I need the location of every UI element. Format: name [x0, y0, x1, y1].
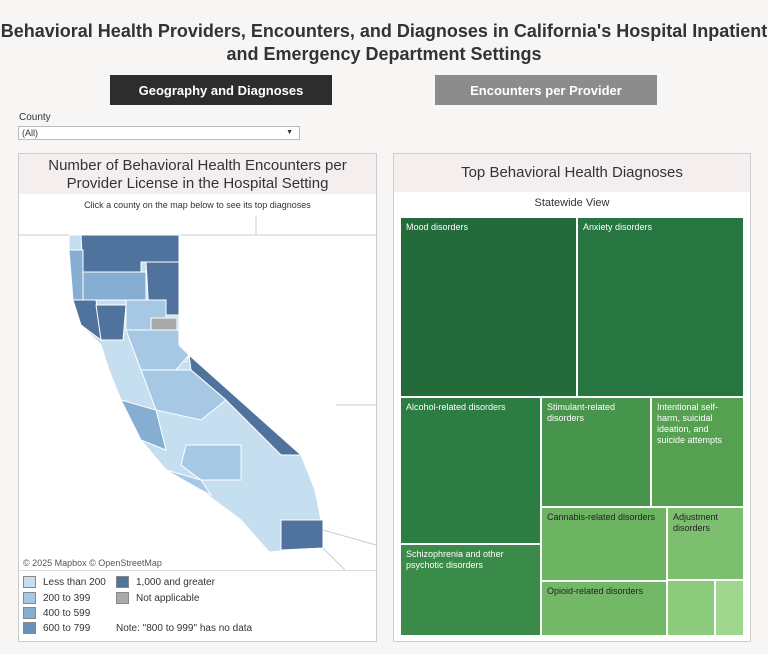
county-monterey[interactable] — [120, 399, 167, 451]
county-mono-inyo[interactable] — [188, 353, 303, 456]
map-instruction: Click a county on the map below to see i… — [84, 200, 311, 210]
legend-item: 200 to 399 — [23, 592, 90, 604]
treemap-tile[interactable] — [667, 580, 715, 636]
statewide-view-label: Statewide View — [534, 197, 610, 209]
treemap-tile[interactable]: Intentional self-harm, suicidal ideation… — [651, 397, 744, 507]
treemap-tile[interactable]: Anxiety disorders — [577, 217, 744, 397]
legend-item: 1,000 and greater — [116, 576, 215, 588]
county-humboldt[interactable] — [68, 249, 84, 301]
county-filter-label: County — [19, 112, 51, 123]
legend-item: 600 to 799 — [23, 622, 90, 634]
tab-encounters-per-provider[interactable]: Encounters per Provider — [435, 75, 657, 105]
county-sierra[interactable] — [150, 317, 178, 331]
treemap-tile[interactable]: Adjustment disorders — [667, 507, 744, 580]
map-panel: Number of Behavioral Health Encounters p… — [18, 153, 377, 642]
county-select-value: (All) — [22, 128, 38, 138]
legend-item: Less than 200 — [23, 576, 106, 588]
county-trinity-shasta[interactable] — [82, 271, 147, 301]
legend-item: 400 to 599 — [23, 607, 90, 619]
treemap-tile[interactable] — [715, 580, 744, 636]
diagnoses-panel-title: Top Behavioral Health Diagnoses — [394, 154, 750, 192]
treemap-tile[interactable]: Cannabis-related disorders — [541, 507, 667, 581]
county-los-angeles[interactable] — [165, 469, 213, 497]
treemap-tile[interactable]: Alcohol-related disorders — [400, 397, 541, 544]
page-title: Behavioral Health Providers, Encounters,… — [0, 21, 768, 64]
dropdown-arrow-icon: ▼ — [286, 129, 293, 136]
legend-note: Note: "800 to 999" has no data — [116, 623, 253, 634]
tab-geography-diagnoses[interactable]: Geography and Diagnoses — [110, 75, 332, 105]
map-panel-title: Number of Behavioral Health Encounters p… — [19, 154, 376, 194]
treemap-tile[interactable]: Schizophrenia and other psychotic disord… — [400, 544, 541, 636]
county-kern[interactable] — [180, 444, 242, 481]
treemap-tile[interactable]: Stimulant-related disorders — [541, 397, 651, 507]
legend-item: Not applicable — [116, 592, 199, 604]
county-imperial[interactable] — [280, 519, 324, 551]
treemap-tile[interactable]: Opioid-related disorders — [541, 581, 667, 636]
diagnoses-panel: Top Behavioral Health Diagnoses Statewid… — [393, 153, 751, 642]
treemap-tile[interactable]: Mood disorders — [400, 217, 577, 397]
county-fresno[interactable] — [140, 369, 227, 421]
diagnoses-treemap: Mood disorders Anxiety disorders Alcohol-r… — [400, 217, 744, 636]
county-select[interactable]: (All) ▼ — [18, 126, 300, 140]
county-lake[interactable] — [95, 304, 127, 341]
map-attribution: © 2025 Mapbox © OpenStreetMap — [23, 558, 162, 568]
california-county-map[interactable]: © 2025 Mapbox © OpenStreetMap — [19, 216, 376, 571]
